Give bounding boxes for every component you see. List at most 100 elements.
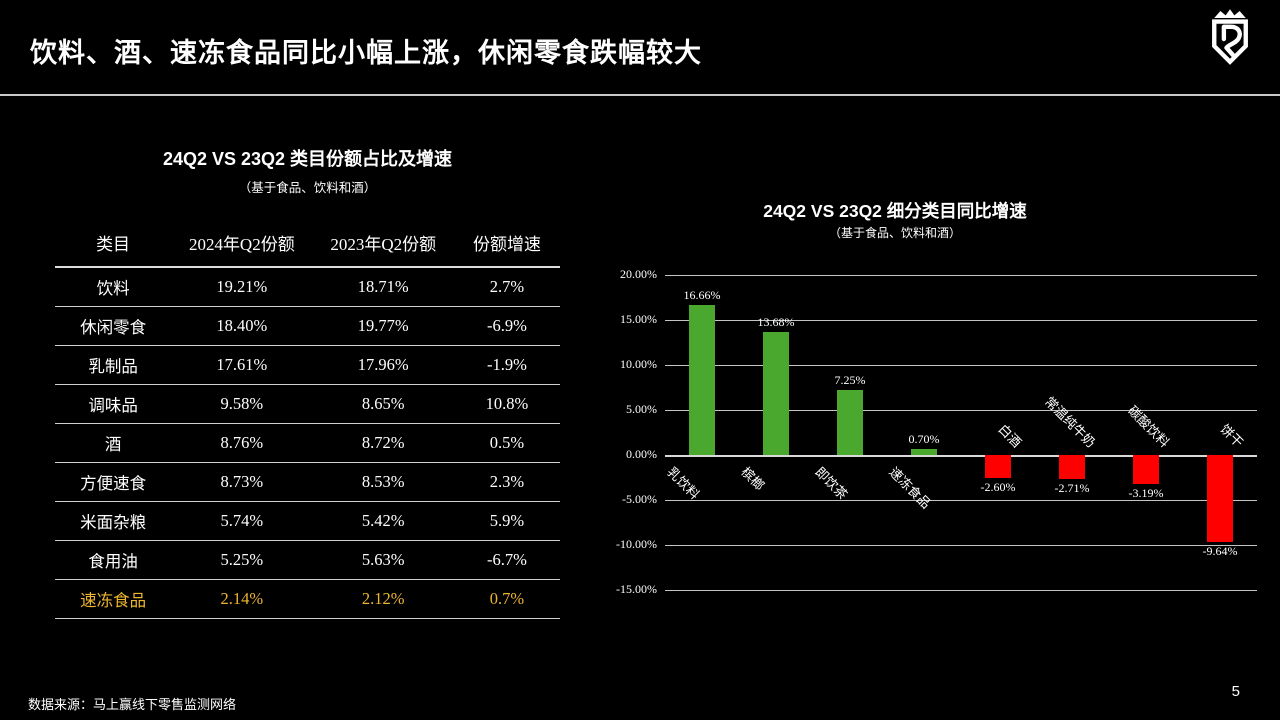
table-row: 米面杂粮 5.74% 5.42% 5.9% (55, 501, 560, 541)
bar-category-label: 即饮茶 (812, 464, 851, 503)
brand-shield-logo (1202, 6, 1258, 72)
table-cell: 速冻食品 (55, 579, 172, 619)
column-header-category: 类目 (55, 218, 172, 268)
table-cell: 米面杂粮 (55, 501, 172, 541)
table-cell: 5.42% (312, 501, 454, 541)
bar-positive (911, 448, 937, 455)
table-cell: 乳制品 (55, 345, 172, 385)
grid-line (665, 410, 1257, 411)
grid-line (665, 545, 1257, 546)
table-row: 乳制品 17.61% 17.96% -1.9% (55, 345, 560, 385)
growth-chart-panel: 24Q2 VS 23Q2 细分类目同比增速 （基于食品、饮料和酒） 20.00%… (600, 198, 1280, 618)
table-cell: 17.96% (312, 345, 454, 385)
table-cell: 19.77% (312, 306, 454, 346)
bar-negative (1059, 455, 1085, 480)
grid-line (665, 275, 1257, 276)
bar-value-label: 7.25% (834, 372, 866, 387)
bar-category-label: 乳饮料 (664, 464, 703, 503)
y-tick-label: -5.00% (622, 492, 657, 506)
y-tick-label: -15.00% (616, 582, 657, 596)
bar-category-label: 速冻食品 (886, 464, 934, 512)
bar-value-label: 0.70% (908, 431, 940, 446)
table-cell: -6.7% (453, 540, 560, 580)
table-cell: 2.12% (312, 579, 454, 619)
table-cell: 休闲零食 (55, 306, 172, 346)
table-cell: -6.9% (453, 306, 560, 346)
table-cell: 5.9% (453, 501, 560, 541)
chart-plot: 20.00% 15.00% 10.00% 5.00% 0.00% -5.00% -10.00… (616, 267, 1257, 596)
table-cell: -1.9% (453, 345, 560, 385)
page-number: 5 (1231, 683, 1240, 700)
table-cell: 食用油 (55, 540, 172, 580)
grid-line (665, 320, 1257, 321)
bar-category-label: 常温纯牛奶 (1041, 393, 1099, 451)
table-cell: 2.7% (453, 267, 560, 307)
chart-subtitle: （基于食品、饮料和酒） (828, 226, 961, 240)
bar-category-label: 碳酸饮料 (1124, 402, 1173, 451)
table-cell: 17.61% (171, 345, 313, 385)
page-title: 饮料、酒、速冻食品同比小幅上涨，休闲零食跌幅较大 (30, 38, 702, 68)
column-header-2023-share: 2023年Q2份额 (312, 218, 454, 268)
bar-category-label: 白酒 (995, 421, 1025, 451)
table-cell: 0.5% (453, 423, 560, 463)
bar-positive (689, 305, 715, 455)
table-row: 食用油 5.25% 5.63% -6.7% (55, 540, 560, 580)
bar-value-label: -2.71% (1054, 481, 1090, 496)
table-cell: 2.3% (453, 462, 560, 502)
table-cell: 方便速食 (55, 462, 172, 502)
table-title: 24Q2 VS 23Q2 类目份额占比及增速 (162, 149, 453, 169)
table-cell: 10.8% (453, 384, 560, 424)
bar-value-label: -3.19% (1128, 485, 1164, 500)
bar-value-label: 13.68% (757, 314, 795, 329)
table-cell: 8.65% (312, 384, 454, 424)
y-tick-label: 20.00% (620, 267, 657, 281)
table-cell: 8.53% (312, 462, 454, 502)
x-axis-line (665, 455, 1257, 457)
bar-category-label: 饼干 (1217, 421, 1247, 451)
y-tick-label: 15.00% (620, 312, 657, 326)
table-cell: 9.58% (171, 384, 313, 424)
table-row: 方便速食 8.73% 8.53% 2.3% (55, 462, 560, 502)
header-divider (0, 94, 1280, 96)
bar-category-label: 槟榔 (738, 464, 768, 494)
y-tick-label: 10.00% (620, 357, 657, 371)
table-row: 休闲零食 18.40% 19.77% -6.9% (55, 306, 560, 346)
shield-crown-icon (1212, 9, 1248, 65)
table-row: 酒 8.76% 8.72% 0.5% (55, 423, 560, 463)
table-cell: 酒 (55, 423, 172, 463)
bar-negative (985, 455, 1011, 479)
category-share-table: 类目 2024年Q2份额 2023年Q2份额 份额增速 饮料 19.21% 18.7… (55, 218, 560, 619)
table-cell: 5.63% (312, 540, 454, 580)
category-table-body: 饮料 19.21% 18.71% 2.7% 休闲零食 18.40% 19.77% -6.9% 乳… (55, 267, 560, 619)
table-row: 饮料 19.21% 18.71% 2.7% (55, 267, 560, 307)
table-cell: 8.73% (171, 462, 313, 502)
bar-positive (837, 389, 863, 455)
table-cell: 19.21% (171, 267, 313, 307)
table-cell: 0.7% (453, 579, 560, 619)
table-cell: 18.40% (171, 306, 313, 346)
table-subtitle: （基于食品、饮料和酒） (238, 181, 377, 195)
table-header-row: 类目 2024年Q2份额 2023年Q2份额 份额增速 (55, 218, 560, 268)
data-source-note: 数据来源：马上赢线下零售监测网络 (28, 697, 237, 712)
table-cell: 8.76% (171, 423, 313, 463)
table-cell: 18.71% (312, 267, 454, 307)
bar-negative (1207, 455, 1233, 542)
grid-line (665, 365, 1257, 366)
bar-value-label: -2.60% (980, 480, 1016, 495)
share-table-panel: 24Q2 VS 23Q2 类目份额占比及增速 （基于食品、饮料和酒） 类目 20… (55, 145, 560, 619)
table-cell: 饮料 (55, 267, 172, 307)
bar-value-label: 16.66% (683, 288, 721, 303)
column-header-growth: 份额增速 (453, 218, 560, 268)
chart-title: 24Q2 VS 23Q2 细分类目同比增速 (763, 201, 1027, 221)
bar-value-label: -9.64% (1202, 543, 1238, 558)
table-row: 调味品 9.58% 8.65% 10.8% (55, 384, 560, 424)
table-cell: 8.72% (312, 423, 454, 463)
table-cell: 5.25% (171, 540, 313, 580)
table-row: 速冻食品 2.14% 2.12% 0.7% (55, 579, 560, 619)
y-tick-label: -10.00% (616, 537, 657, 551)
table-cell: 调味品 (55, 384, 172, 424)
column-header-2024-share: 2024年Q2份额 (171, 218, 313, 268)
table-cell: 5.74% (171, 501, 313, 541)
grid-line (665, 500, 1257, 501)
bar-negative (1133, 455, 1159, 484)
